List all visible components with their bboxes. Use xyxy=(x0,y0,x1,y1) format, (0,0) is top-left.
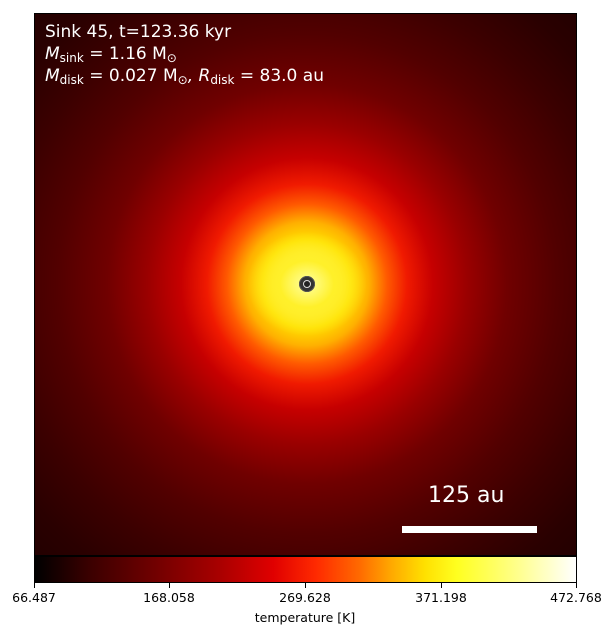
sink-particle-marker xyxy=(299,276,315,292)
sink-mass-value: = 1.16 M xyxy=(83,44,167,64)
colorbar-tick-label: 269.628 xyxy=(279,590,331,605)
disk-mass-value: = 0.027 M xyxy=(83,66,178,86)
sink-mass-unit-sub: ⊙ xyxy=(166,51,177,65)
scalebar-label: 125 au xyxy=(428,483,505,508)
disk-mass-radius-label: Mdisk = 0.027 M⊙, Rdisk = 83.0 au xyxy=(45,65,324,91)
sink-mass-subscript: sink xyxy=(59,51,84,65)
colorbar-tick xyxy=(305,583,306,588)
disk-radius-value: = 83.0 au xyxy=(234,66,324,86)
sink-mass-label: Msink = 1.16 M⊙ xyxy=(45,43,177,69)
colorbar-label: temperature [K] xyxy=(254,610,356,625)
disk-mass-subscript: disk xyxy=(59,73,84,87)
plot-title: Sink 45, t=123.36 kyr xyxy=(45,22,232,42)
colorbar-tick-label: 371.198 xyxy=(415,590,467,605)
colorbar-tick-label: 168.058 xyxy=(143,590,195,605)
colorbar-tick xyxy=(34,583,35,588)
disk-mass-unit-sub: ⊙ xyxy=(177,73,188,87)
disk-radius-subscript: disk xyxy=(210,73,235,87)
scalebar xyxy=(402,526,537,533)
temperature-map: Sink 45, t=123.36 kyr Msink = 1.16 M⊙ Md… xyxy=(34,13,577,556)
sink-mass-symbol: M xyxy=(45,44,60,64)
colorbar-tick xyxy=(576,583,577,588)
colorbar xyxy=(34,556,577,583)
colorbar-tick-label: 472.768 xyxy=(550,590,602,605)
disk-radius-symbol: , R xyxy=(187,66,211,86)
colorbar-tick xyxy=(441,583,442,588)
disk-mass-symbol: M xyxy=(45,66,60,86)
colorbar-tick-label: 66.487 xyxy=(12,590,56,605)
colorbar-tick xyxy=(169,583,170,588)
